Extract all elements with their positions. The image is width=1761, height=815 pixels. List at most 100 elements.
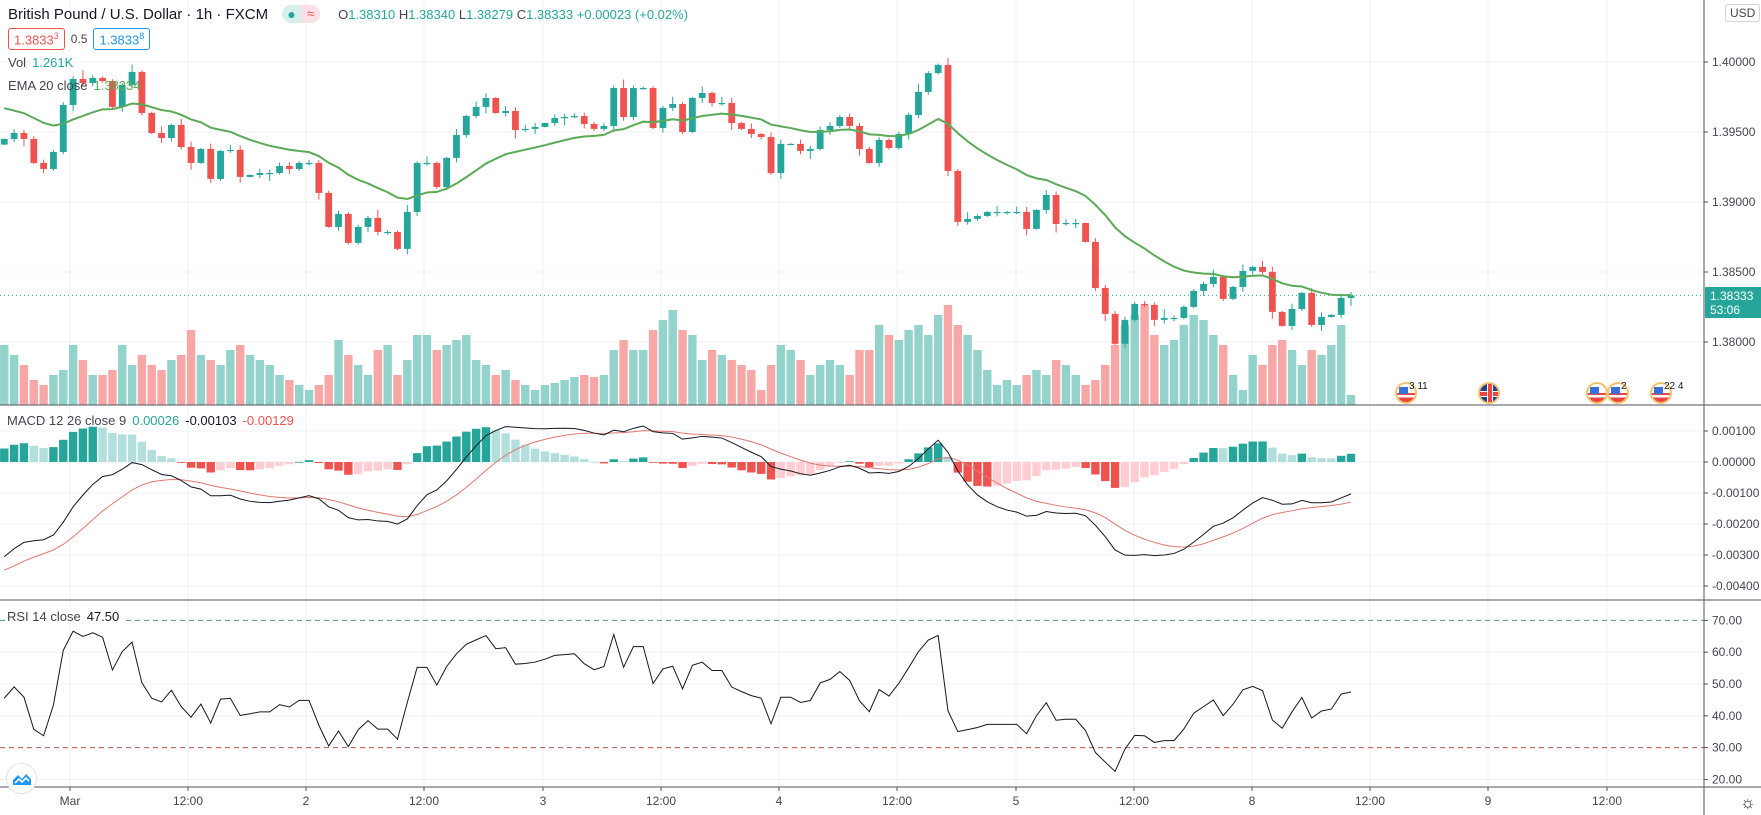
low-value: 1.38279 bbox=[466, 6, 514, 22]
macd-histogram-bar bbox=[1042, 462, 1051, 471]
spread-value: 0.5 bbox=[70, 32, 88, 47]
volume-bar bbox=[462, 335, 471, 405]
volume-bar bbox=[9, 355, 19, 405]
macd-histogram-bar bbox=[245, 462, 255, 471]
macd-histogram-bar bbox=[1002, 462, 1012, 484]
macd-histogram-bar bbox=[294, 461, 304, 463]
candle-body bbox=[865, 148, 873, 163]
sell-button[interactable]: 1.38333 bbox=[8, 28, 65, 51]
macd-histogram-bar bbox=[29, 445, 38, 462]
macd-histogram-bar bbox=[1307, 457, 1316, 462]
volume-bar bbox=[540, 385, 550, 405]
candle-body bbox=[679, 104, 686, 132]
volume-bar bbox=[589, 377, 599, 405]
candle-body bbox=[590, 124, 598, 129]
us-flag-event-icon[interactable] bbox=[1650, 382, 1672, 404]
volume-bar bbox=[914, 325, 923, 405]
candle-body bbox=[158, 132, 165, 139]
volume-bar bbox=[19, 365, 29, 405]
volume-bar bbox=[1140, 305, 1149, 405]
candle-body bbox=[610, 88, 618, 126]
macd-histogram-bar bbox=[334, 462, 343, 471]
macd-histogram-bar bbox=[118, 434, 127, 462]
volume-legend[interactable]: Vol 1.261K bbox=[8, 55, 73, 70]
candle-body bbox=[10, 132, 18, 139]
macd-histogram-bar bbox=[1130, 462, 1139, 483]
tradingview-logo-icon bbox=[12, 773, 31, 785]
macd-histogram-bar bbox=[786, 462, 795, 477]
volume-bar bbox=[1022, 375, 1031, 405]
macd-tick-label: -0.00200 bbox=[1712, 517, 1760, 531]
symbol-legend[interactable]: British Pound / U.S. Dollar · 1h · FXCM … bbox=[8, 5, 688, 23]
volume-bar bbox=[68, 345, 78, 405]
candle-body bbox=[541, 123, 549, 127]
volume-bar bbox=[432, 350, 442, 405]
volume-bar bbox=[825, 360, 835, 405]
volume-bar bbox=[629, 350, 638, 405]
candle-body bbox=[875, 139, 883, 163]
us-flag-event-icon[interactable] bbox=[1395, 382, 1417, 404]
ema-legend[interactable]: EMA 20 close 1.38334 bbox=[8, 78, 141, 93]
candle-body bbox=[1013, 211, 1021, 214]
volume-bar bbox=[452, 340, 461, 405]
volume-bar bbox=[118, 345, 127, 405]
volume-bar bbox=[786, 350, 795, 405]
us-flag-event-icon[interactable] bbox=[1586, 382, 1608, 404]
volume-bar bbox=[1327, 345, 1336, 405]
volume-bar bbox=[943, 305, 953, 405]
macd-histogram-bar bbox=[796, 462, 805, 476]
macd-histogram-bar bbox=[442, 441, 451, 462]
candle-body bbox=[1151, 304, 1158, 320]
candle-body bbox=[1308, 292, 1316, 325]
macd-histogram-bar bbox=[1160, 462, 1169, 473]
symbol-title[interactable]: British Pound / U.S. Dollar · 1h · FXCM bbox=[8, 5, 269, 23]
candle-body bbox=[315, 162, 323, 193]
buy-price-pip: 8 bbox=[139, 31, 145, 41]
uk-flag-event-icon[interactable] bbox=[1478, 382, 1500, 404]
macd-histogram-bar bbox=[698, 462, 707, 464]
macd-histogram-bar bbox=[1189, 457, 1198, 462]
macd-histogram-bar bbox=[599, 462, 609, 464]
macd-legend[interactable]: MACD 12 26 close 9 0.00026 -0.00103 -0.0… bbox=[7, 413, 294, 428]
buy-button[interactable]: 1.38338 bbox=[93, 28, 151, 51]
rsi-legend[interactable]: RSI 14 close 47.50 bbox=[7, 609, 124, 624]
candle-body bbox=[50, 152, 57, 169]
macd-histogram-bar bbox=[924, 447, 933, 462]
candle-body bbox=[1219, 276, 1227, 299]
macd-histogram-bar bbox=[1228, 446, 1238, 462]
settings-gear-icon[interactable]: ☼ bbox=[1740, 793, 1756, 812]
macd-histogram-bar bbox=[353, 462, 363, 475]
macd-histogram-bar bbox=[717, 462, 727, 465]
volume-bar bbox=[599, 375, 609, 405]
volume-bar bbox=[963, 335, 972, 405]
candle-body bbox=[40, 162, 48, 169]
candle-body bbox=[1229, 286, 1237, 299]
candle-body bbox=[344, 213, 352, 243]
candle-body bbox=[974, 216, 981, 219]
volume-bar bbox=[698, 360, 707, 405]
macd-histogram-bar bbox=[432, 445, 442, 462]
volume-bar bbox=[747, 370, 756, 405]
volume-bar bbox=[1160, 345, 1169, 405]
volume-bar bbox=[1071, 375, 1080, 405]
candle-body bbox=[482, 97, 490, 107]
us-flag-event-icon[interactable] bbox=[1607, 382, 1629, 404]
volume-bar bbox=[1002, 380, 1012, 405]
candle-body bbox=[187, 146, 195, 163]
candle-body bbox=[512, 111, 519, 131]
market-status[interactable]: ● ≈ bbox=[282, 5, 321, 23]
volume-bar bbox=[491, 375, 500, 405]
candle-body bbox=[295, 162, 303, 169]
tradingview-logo[interactable] bbox=[6, 763, 37, 794]
macd-tick-label: -0.00300 bbox=[1712, 548, 1760, 562]
volume-bar bbox=[1277, 340, 1287, 405]
volume-bar bbox=[717, 355, 727, 405]
macd-histogram-bar bbox=[127, 434, 137, 462]
volume-bar bbox=[648, 330, 658, 405]
currency-button[interactable]: USD bbox=[1725, 4, 1761, 22]
volume-bar bbox=[668, 310, 677, 405]
volume-bar bbox=[78, 360, 88, 405]
volume-bar bbox=[285, 380, 294, 405]
